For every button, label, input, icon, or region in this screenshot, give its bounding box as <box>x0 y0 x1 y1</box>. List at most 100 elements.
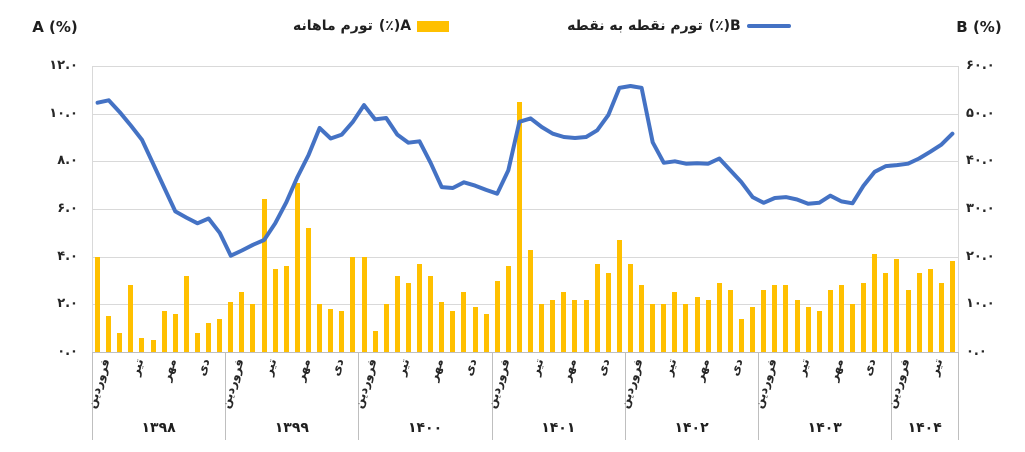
monthly-inflation-bar <box>150 340 156 352</box>
monthly-inflation-bar <box>605 273 611 352</box>
year-label: ۱۳۹۸ <box>141 420 176 436</box>
monthly-inflation-bar <box>927 268 933 352</box>
monthly-inflation-bar <box>705 299 711 352</box>
monthly-inflation-bar <box>217 318 223 352</box>
year-label: ۱۴۰۱ <box>541 420 576 436</box>
right-axis-tick-label: ۰.۰ <box>966 344 987 359</box>
monthly-inflation-bar <box>583 299 589 352</box>
monthly-inflation-bar <box>772 285 778 352</box>
monthly-inflation-bar <box>805 306 811 352</box>
monthly-inflation-bar <box>816 311 822 352</box>
year-label: ۱۴۰۲ <box>674 420 709 436</box>
monthly-inflation-bar <box>483 313 489 352</box>
monthly-inflation-bar <box>128 285 134 352</box>
month-tick-label: مهر <box>692 357 713 383</box>
year-label: ۱۴۰۴ <box>907 420 942 436</box>
monthly-inflation-bar <box>117 332 123 352</box>
monthly-inflation-bar <box>838 285 844 352</box>
monthly-inflation-bar <box>472 306 478 352</box>
monthly-inflation-bar <box>783 285 789 352</box>
right-axis-tick-label: ۱۰.۰ <box>966 296 995 312</box>
month-tick-label: فروردین <box>351 357 380 411</box>
monthly-inflation-bar <box>450 311 456 352</box>
monthly-inflation-bar <box>239 292 245 352</box>
left-axis-tick-label: ۴.۰ <box>57 248 78 264</box>
month-tick-label: فروردین <box>84 357 113 411</box>
monthly-inflation-bar <box>561 292 567 352</box>
month-tick-label: تیر <box>927 357 946 378</box>
left-axis-tick-label: ۱۰.۰ <box>49 105 78 121</box>
monthly-inflation-bar <box>283 266 289 352</box>
month-tick-label: دی <box>460 357 480 378</box>
left-axis-title: A (%) <box>32 18 78 36</box>
gridline <box>92 209 958 210</box>
right-axis-tick-label: ۶۰.۰ <box>966 58 995 73</box>
monthly-inflation-bar <box>272 268 278 352</box>
year-separator <box>92 352 93 440</box>
year-separator <box>358 352 360 440</box>
monthly-inflation-bar <box>672 292 678 352</box>
right-axis-tick-label: ۳۰.۰ <box>966 201 995 216</box>
x-axis-line <box>92 352 958 353</box>
month-tick-label: تیر <box>261 357 280 378</box>
plot-border <box>92 66 93 352</box>
month-tick-label: مهر <box>825 357 846 383</box>
month-tick-label: فروردین <box>217 357 247 411</box>
monthly-inflation-bar <box>194 332 200 352</box>
legend-label-point-to-point-inflation: تورم نقطه به نقطه <box>567 18 703 34</box>
monthly-inflation-bar <box>172 313 178 352</box>
monthly-inflation-bar <box>183 275 189 352</box>
monthly-inflation-bar <box>949 261 955 352</box>
monthly-inflation-bar <box>261 199 267 352</box>
right-axis-tick-label: ۵۰.۰ <box>966 105 995 121</box>
month-tick-label: فروردین <box>750 357 780 411</box>
monthly-inflation-bar <box>394 275 400 352</box>
monthly-inflation-bar <box>905 290 911 352</box>
monthly-inflation-bar <box>228 301 234 352</box>
monthly-inflation-bar <box>661 304 667 352</box>
monthly-inflation-bar <box>750 306 756 352</box>
month-tick-label: تیر <box>794 357 813 378</box>
year-label: ۱۳۹۹ <box>274 420 309 436</box>
monthly-inflation-bar <box>339 311 345 352</box>
monthly-inflation-bar <box>250 304 256 352</box>
monthly-inflation-bar <box>372 330 378 352</box>
monthly-inflation-bar <box>516 101 522 352</box>
monthly-inflation-bar <box>627 263 633 352</box>
line-series-swatch-icon <box>746 24 791 28</box>
right-axis-title: B (%) <box>956 18 1002 36</box>
monthly-inflation-bar <box>383 304 389 352</box>
plot-border <box>958 66 959 352</box>
monthly-inflation-bar <box>461 292 467 352</box>
gridline <box>92 161 958 163</box>
gridline <box>92 256 958 258</box>
monthly-inflation-bar <box>161 311 167 352</box>
monthly-inflation-bar <box>916 273 922 352</box>
month-tick-label: تیر <box>394 357 413 378</box>
year-label: ۱۴۰۳ <box>807 420 842 436</box>
month-tick-label: تیر <box>127 357 147 378</box>
monthly-inflation-bar <box>417 263 423 352</box>
left-axis-tick-label: ۸.۰ <box>57 153 78 169</box>
monthly-inflation-bar <box>106 316 112 352</box>
gridline <box>92 304 958 306</box>
monthly-inflation-bar <box>294 182 300 352</box>
left-axis-tick-label: ۱۲.۰ <box>49 58 78 73</box>
month-tick-label: تیر <box>527 357 546 378</box>
monthly-inflation-bar <box>594 263 600 352</box>
month-tick-label: فروردین <box>883 357 913 411</box>
monthly-inflation-bar <box>739 318 744 352</box>
legend-item-monthly-inflation: تورم ماهانه (٪)A <box>293 18 450 34</box>
monthly-inflation-bar <box>794 299 800 352</box>
monthly-inflation-bar <box>761 290 767 352</box>
monthly-inflation-bar <box>439 301 445 352</box>
month-tick-label: دی <box>727 357 746 378</box>
year-label: ۱۴۰۰ <box>407 420 443 436</box>
monthly-inflation-bar <box>405 282 411 352</box>
month-tick-label: دی <box>327 357 347 378</box>
monthly-inflation-bar <box>350 256 356 352</box>
monthly-inflation-bar <box>494 280 500 352</box>
month-tick-label: دی <box>594 357 613 378</box>
